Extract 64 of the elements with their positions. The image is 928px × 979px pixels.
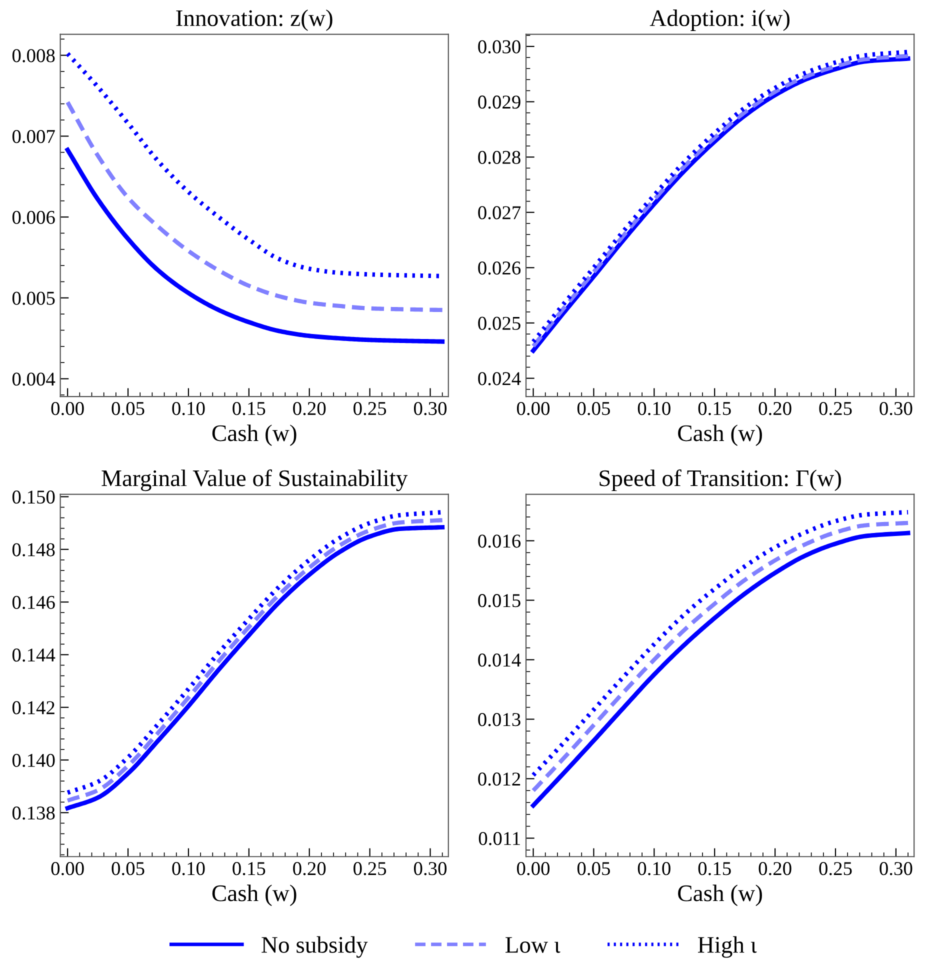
x-tick-label: 0.30 — [880, 402, 912, 416]
y-tick-label: 0.024 — [478, 372, 521, 386]
x-tick-label: 0.15 — [698, 862, 731, 876]
y-tick-label: 0.140 — [12, 754, 55, 768]
y-tick-label: 0.028 — [478, 150, 520, 164]
x-tick-label: 0.15 — [232, 402, 266, 416]
y-tick-label: 0.027 — [478, 206, 521, 220]
y-tick-label: 0.005 — [12, 292, 55, 305]
y-tick-label: 0.150 — [12, 490, 55, 504]
x-tick-label: 0.05 — [577, 862, 610, 876]
y-tick-label: 0.142 — [12, 701, 54, 714]
x-tick-label: 0.10 — [172, 862, 205, 876]
y-tick-label: 0.004 — [12, 372, 56, 386]
x-tick-label: 0.30 — [880, 862, 912, 876]
x-tick-label: 0.05 — [112, 862, 144, 876]
x-tick-label: 0.00 — [51, 402, 84, 416]
y-tick-label: 0.014 — [478, 654, 521, 667]
x-tick-label: 0.10 — [638, 402, 670, 416]
y-tick-label: 0.015 — [478, 594, 520, 608]
y-tick-label: 0.016 — [478, 534, 521, 548]
y-tick-label: 0.007 — [12, 130, 55, 144]
y-tick-label: 0.013 — [478, 713, 520, 726]
y-tick-label: 0.146 — [12, 596, 55, 610]
x-tick-label: 0.20 — [758, 862, 792, 876]
x-tick-label: 0.25 — [819, 402, 852, 416]
x-tick-label: 0.05 — [112, 402, 144, 416]
x-tick-label: 0.20 — [293, 862, 326, 876]
chart-title: Marginal Value of Sustainability — [102, 469, 408, 492]
x-tick-label: 0.25 — [819, 862, 852, 876]
x-tick-label: 0.20 — [758, 402, 792, 416]
x-tick-label: 0.15 — [698, 402, 731, 416]
y-tick-label: 0.011 — [478, 832, 520, 846]
x-axis-title: Cash (w) — [678, 884, 762, 906]
x-tick-label: 0.15 — [232, 862, 266, 876]
chart-title: Speed of Transition: Γ(w) — [600, 469, 841, 492]
y-tick-label: 0.006 — [12, 210, 55, 224]
legend-label: High ι — [698, 936, 757, 958]
x-tick-label: 0.25 — [354, 862, 386, 876]
x-tick-label: 0.00 — [516, 402, 550, 416]
y-tick-label: 0.138 — [12, 806, 55, 820]
y-tick-label: 0.148 — [12, 543, 55, 556]
y-tick-label: 0.026 — [478, 261, 521, 275]
x-tick-label: 0.30 — [414, 862, 447, 876]
y-tick-label: 0.144 — [12, 648, 56, 662]
x-tick-label: 0.20 — [293, 402, 326, 416]
chart-title: Innovation: z(w) — [176, 10, 332, 31]
x-tick-label: 0.00 — [51, 862, 84, 876]
x-tick-label: 0.25 — [354, 402, 386, 416]
y-tick-label: 0.012 — [478, 772, 520, 786]
y-tick-label: 0.029 — [478, 96, 520, 109]
legend-label: No subsidy — [262, 936, 368, 958]
y-tick-label: 0.008 — [12, 49, 55, 62]
x-tick-label: 0.10 — [172, 402, 205, 416]
x-axis-title: Cash (w) — [212, 884, 296, 906]
x-tick-label: 0.05 — [577, 402, 610, 416]
legend-label: Low ι — [505, 937, 560, 953]
chart-title: Adoption: i(w) — [650, 10, 790, 31]
x-axis-title: Cash (w) — [212, 424, 296, 446]
x-axis-title: Cash (w) — [678, 424, 762, 446]
x-tick-label: 0.00 — [516, 862, 550, 876]
y-tick-label: 0.030 — [478, 40, 520, 54]
x-tick-label: 0.10 — [638, 862, 670, 876]
x-tick-label: 0.30 — [414, 402, 447, 416]
y-tick-label: 0.025 — [478, 316, 520, 330]
